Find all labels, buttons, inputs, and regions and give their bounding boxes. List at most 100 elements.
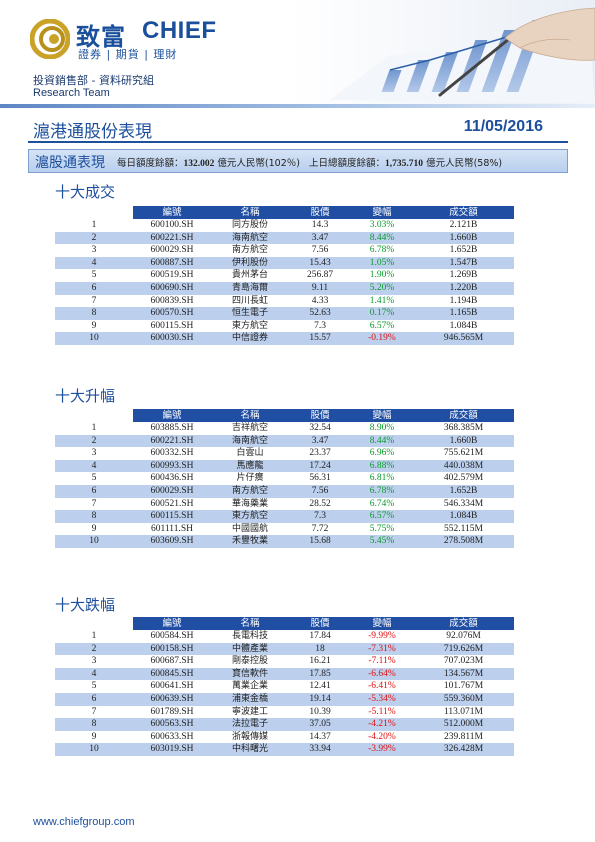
turnover-cell: 1.652B [413,484,514,498]
name-cell: 同方股份 [211,219,289,232]
header-cell-code: 編號 [133,409,211,422]
change-cell: -6.41% [351,680,413,693]
rank-cell: 6 [55,484,133,498]
table-row: 1 600100.SH 同方股份 14.3 3.03% 2.121B [55,219,514,232]
code-cell: 600029.SH [133,484,211,498]
summary-label: 滬股通表現 [35,155,105,171]
name-cell: 片仔癀 [211,472,289,485]
code-cell: 600633.SH [133,730,211,744]
header-cell-price: 股價 [289,206,351,219]
table-row: 5 600436.SH 片仔癀 56.31 6.81% 402.579M [55,472,514,485]
price-cell: 52.63 [289,307,351,320]
price-cell: 7.3 [289,319,351,333]
rank-cell: 2 [55,642,133,656]
rank-cell: 3 [55,447,133,460]
table-row: 7 600521.SH 華海藥業 28.52 6.74% 546.334M [55,497,514,511]
price-cell: 15.68 [289,535,351,548]
turnover-cell: 546.334M [413,497,514,511]
turnover-cell: 707.023M [413,655,514,668]
table-row: 4 600887.SH 伊利股份 15.43 1.05% 1.547B [55,256,514,270]
header-cell-change: 變幅 [351,206,413,219]
name-cell: 萬業企業 [211,680,289,693]
price-cell: 19.14 [289,692,351,706]
name-cell: 華海藥業 [211,497,289,511]
code-cell: 601111.SH [133,522,211,536]
header-cell-turnover: 成交額 [413,617,514,630]
table-row: 6 600639.SH 浦東金橋 19.14 -5.34% 559.360M [55,692,514,706]
name-cell: 海南航空 [211,434,289,448]
table-row: 9 600115.SH 東方航空 7.3 6.57% 1.084B [55,319,514,333]
change-cell: -4.21% [351,718,413,731]
name-cell: 南方航空 [211,244,289,257]
change-cell: 6.81% [351,472,413,485]
name-cell: 禾豐牧業 [211,535,289,548]
price-cell: 17.84 [289,630,351,643]
table-row: 9 600633.SH 浙報傳媒 14.37 -4.20% 239.811M [55,730,514,744]
header-cell-name: 名稱 [211,409,289,422]
code-cell: 600436.SH [133,472,211,485]
header-cell-price: 股價 [289,409,351,422]
rank-cell: 4 [55,667,133,681]
header-cell-name: 名稱 [211,206,289,219]
code-cell: 600839.SH [133,294,211,308]
price-cell: 7.72 [289,522,351,536]
footer-url[interactable]: www.chiefgroup.com [33,816,135,828]
name-cell: 馬應龍 [211,459,289,473]
turnover-cell: 101.767M [413,680,514,693]
name-cell: 南方航空 [211,484,289,498]
table-row: 5 600641.SH 萬業企業 12.41 -6.41% 101.767M [55,680,514,693]
name-cell: 寶信軟件 [211,667,289,681]
turnover-cell: 1.194B [413,294,514,308]
name-cell: 吉祥航空 [211,422,289,435]
change-cell: 5.45% [351,535,413,548]
section-title-top-losers: 十大跌幅 [55,596,116,614]
title-divider [28,141,568,143]
name-cell: 東方航空 [211,319,289,333]
summary-bar: 滬股通表現 每日額度餘額：132.002 億元人民幣(102％) 上日總額度餘額… [28,149,568,173]
change-cell: 6.88% [351,459,413,473]
code-cell: 600029.SH [133,244,211,257]
rank-cell: 1 [55,422,133,435]
price-cell: 4.33 [289,294,351,308]
name-cell: 東方航空 [211,510,289,523]
table-row: 5 600519.SH 貴州茅台 256.87 1.90% 1.269B [55,269,514,282]
table-row: 10 600030.SH 中信證券 15.57 -0.19% 946.565M [55,332,514,345]
brand-subtitle: 證券 | 期貨 | 理財 [78,48,178,61]
rank-cell: 7 [55,497,133,511]
header-cell-change: 變幅 [351,409,413,422]
rank-cell: 8 [55,307,133,320]
table-row: 2 600158.SH 中體產業 18 -7.31% 719.626M [55,642,514,656]
rank-cell: 7 [55,705,133,719]
price-cell: 7.3 [289,510,351,523]
name-cell: 中科曙光 [211,743,289,756]
price-cell: 9.11 [289,281,351,295]
rank-cell: 6 [55,281,133,295]
brand-en: CHIEF [142,17,217,44]
code-cell: 600563.SH [133,718,211,731]
code-cell: 603885.SH [133,422,211,435]
turnover-cell: 1.084B [413,319,514,333]
table-row: 8 600115.SH 東方航空 7.3 6.57% 1.084B [55,510,514,523]
name-cell: 四川長虹 [211,294,289,308]
change-cell: 6.57% [351,319,413,333]
header-band [0,104,595,108]
chief-logo-icon [30,19,70,59]
code-cell: 600993.SH [133,459,211,473]
header-cell-name: 名稱 [211,617,289,630]
change-cell: 1.41% [351,294,413,308]
turnover-cell: 368.385M [413,422,514,435]
table-row: 8 600563.SH 法拉電子 37.05 -4.21% 512.000M [55,718,514,731]
change-cell: 0.17% [351,307,413,320]
table-row: 7 600839.SH 四川長虹 4.33 1.41% 1.194B [55,294,514,308]
table-header-row: 編號 名稱 股價 變幅 成交額 [55,617,514,630]
turnover-cell: 326.428M [413,743,514,756]
turnover-cell: 1.660B [413,231,514,245]
table-row: 2 600221.SH 海南航空 3.47 8.44% 1.660B [55,231,514,245]
price-cell: 3.47 [289,434,351,448]
header-cell-code: 編號 [133,617,211,630]
code-cell: 600221.SH [133,434,211,448]
code-cell: 600641.SH [133,680,211,693]
header-cell-rank [55,206,133,219]
turnover-cell: 1.547B [413,256,514,270]
name-cell: 浙報傳媒 [211,730,289,744]
